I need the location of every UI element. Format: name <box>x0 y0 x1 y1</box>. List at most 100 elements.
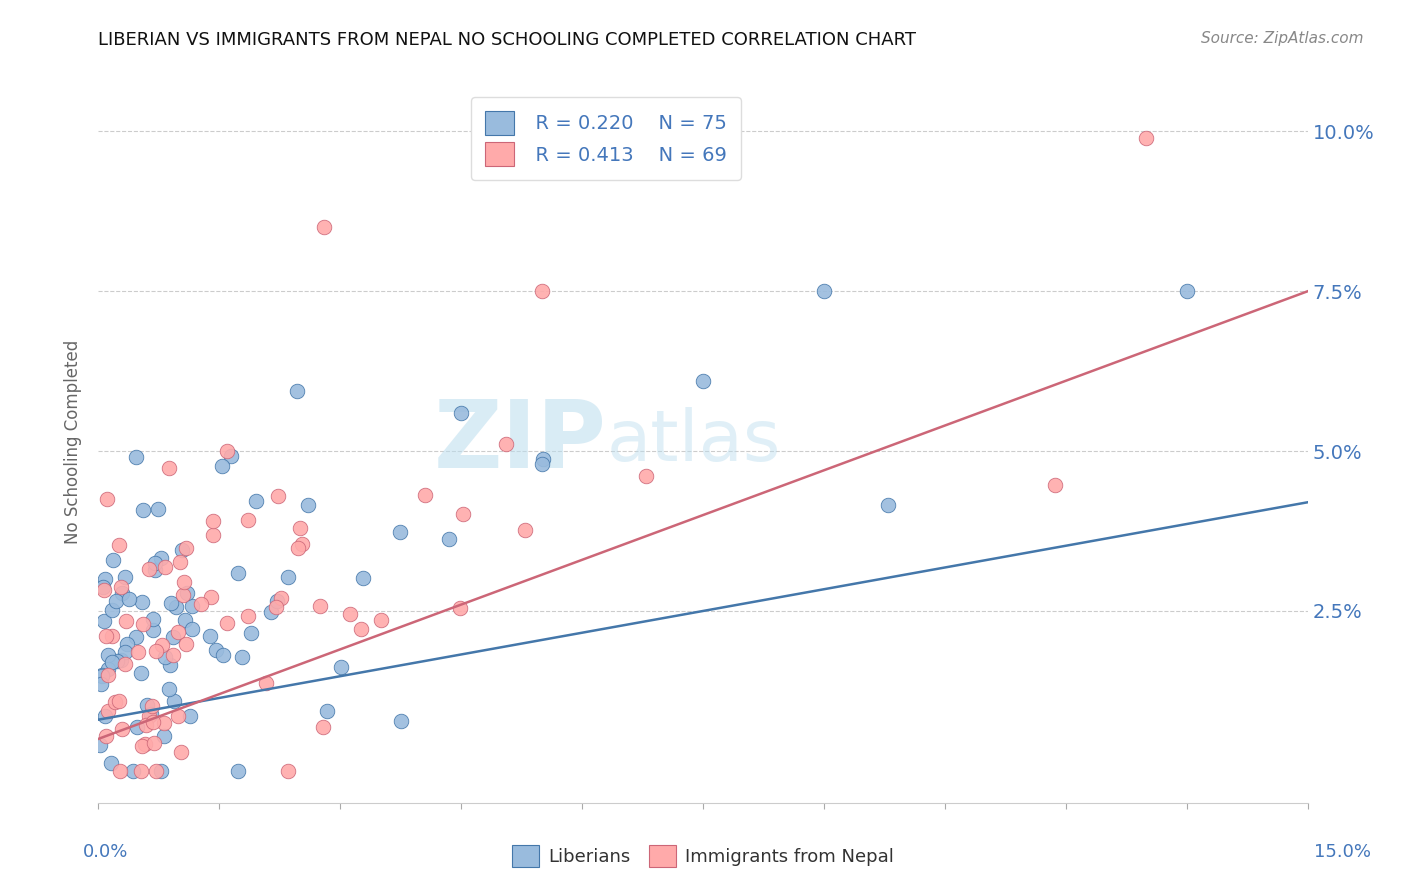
Point <box>97 648 120 663</box>
Point <box>142 714 165 729</box>
Point <box>531 452 554 467</box>
Point <box>131 665 153 680</box>
Point <box>200 629 222 643</box>
Point <box>91 669 114 683</box>
Point <box>236 513 259 527</box>
Point <box>692 374 714 388</box>
Point <box>350 622 373 636</box>
Point <box>100 629 122 643</box>
Point <box>145 764 167 778</box>
Point <box>124 630 146 644</box>
Point <box>165 600 187 615</box>
Point <box>260 605 283 619</box>
Point <box>370 614 392 628</box>
Point <box>277 764 299 778</box>
Point <box>163 694 186 708</box>
Point <box>110 653 132 667</box>
Point <box>173 613 195 627</box>
Point <box>117 591 139 606</box>
Point <box>129 764 152 778</box>
Point <box>515 523 537 537</box>
Point <box>245 494 267 508</box>
Text: 15.0%: 15.0% <box>1315 843 1371 861</box>
Point <box>131 616 153 631</box>
Point <box>170 745 193 759</box>
Point <box>1045 478 1067 492</box>
Point <box>226 764 249 778</box>
Point <box>389 714 412 729</box>
Point <box>104 594 127 608</box>
Text: ZIP: ZIP <box>433 395 606 488</box>
Point <box>297 499 319 513</box>
Point <box>190 597 212 611</box>
Point <box>449 601 471 615</box>
Point <box>266 593 288 607</box>
Point <box>127 721 149 735</box>
Text: atlas: atlas <box>606 407 780 476</box>
Point <box>150 639 173 653</box>
Point <box>238 609 260 624</box>
Point <box>153 716 176 731</box>
Point <box>131 739 153 753</box>
Point <box>270 591 292 605</box>
Point <box>111 586 134 600</box>
Point <box>91 668 114 682</box>
Point <box>104 695 127 709</box>
Point <box>450 406 472 420</box>
Point <box>114 645 136 659</box>
Point <box>495 437 517 451</box>
Point <box>352 571 374 585</box>
Point <box>143 563 166 577</box>
Point <box>315 704 337 718</box>
Point <box>105 655 128 669</box>
Point <box>200 590 222 604</box>
Point <box>114 570 136 584</box>
Point <box>254 675 277 690</box>
Point <box>169 555 191 569</box>
Point <box>287 384 309 398</box>
Point <box>134 738 156 752</box>
Point <box>97 668 120 682</box>
Point <box>453 507 475 521</box>
Point <box>173 575 195 590</box>
Point <box>101 553 124 567</box>
Point <box>107 538 129 552</box>
Point <box>1175 285 1198 299</box>
Point <box>115 637 138 651</box>
Point <box>141 699 163 714</box>
Point <box>100 756 122 771</box>
Point <box>389 524 412 539</box>
Legend:   R = 0.220    N = 75,   R = 0.413    N = 69: R = 0.220 N = 75, R = 0.413 N = 69 <box>471 97 741 179</box>
Point <box>267 489 290 503</box>
Point <box>179 709 201 723</box>
Point <box>115 614 138 628</box>
Point <box>138 562 160 576</box>
Point <box>1135 131 1157 145</box>
Point <box>145 644 167 658</box>
Point <box>330 660 353 674</box>
Point <box>108 694 131 708</box>
Point <box>93 582 115 597</box>
Point <box>142 623 165 637</box>
Text: LIBERIAN VS IMMIGRANTS FROM NEPAL NO SCHOOLING COMPLETED CORRELATION CHART: LIBERIAN VS IMMIGRANTS FROM NEPAL NO SCH… <box>98 31 917 49</box>
Point <box>149 764 172 778</box>
Point <box>877 498 900 512</box>
Point <box>138 708 160 723</box>
Y-axis label: No Schooling Completed: No Schooling Completed <box>65 340 83 543</box>
Point <box>108 764 131 778</box>
Point <box>530 285 553 299</box>
Point <box>90 676 112 690</box>
Point <box>125 450 148 464</box>
Point <box>143 736 166 750</box>
Point <box>93 615 115 629</box>
Point <box>157 682 180 697</box>
Point <box>89 738 111 752</box>
Point <box>131 595 153 609</box>
Point <box>339 607 361 622</box>
Point <box>167 709 190 723</box>
Point <box>101 655 124 669</box>
Point <box>157 460 180 475</box>
Point <box>287 541 309 556</box>
Point <box>240 626 263 640</box>
Point <box>217 443 239 458</box>
